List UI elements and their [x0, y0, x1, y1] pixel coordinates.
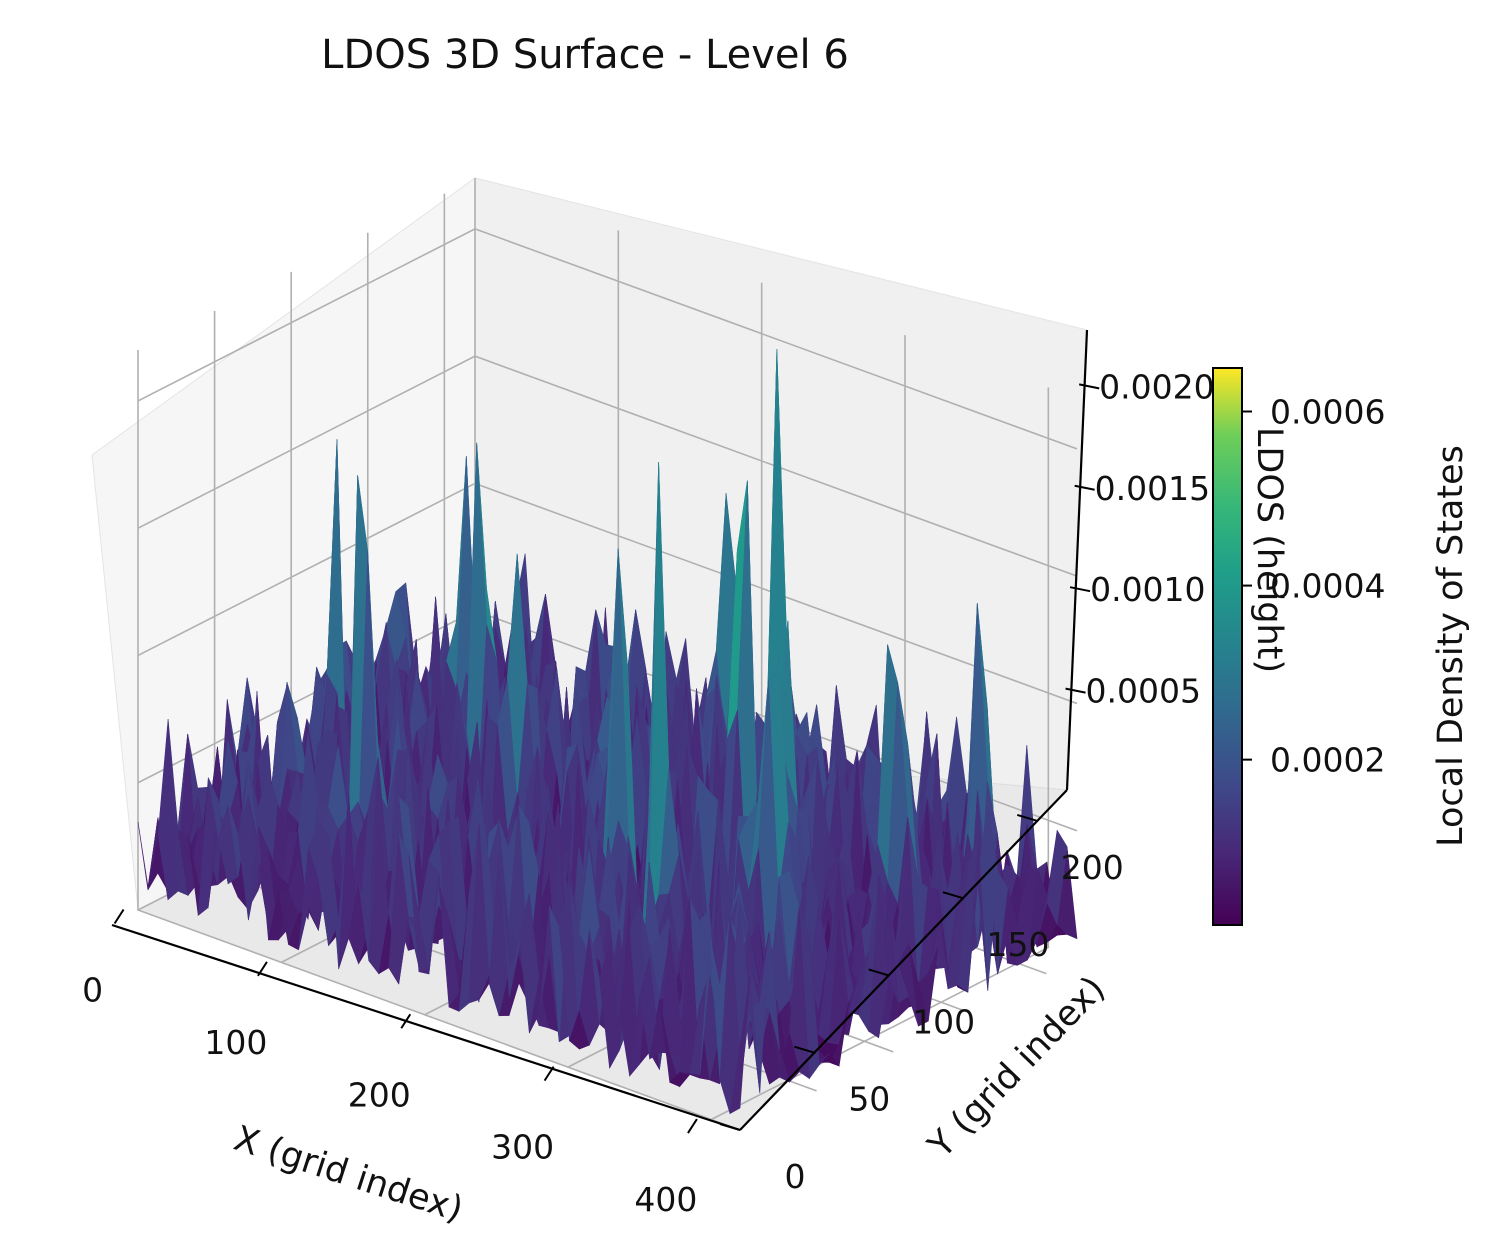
- ldos-surface: [137, 349, 1078, 1115]
- y-tick-label: 200: [1061, 848, 1124, 887]
- z-tick-label: 0.0015: [1095, 469, 1210, 508]
- x-tick-mark: [543, 1066, 555, 1082]
- x-tick-label: 300: [491, 1128, 554, 1167]
- y-axis-line: [739, 789, 1068, 1131]
- y-axis-ticks: 0 50 100 150 200: [719, 813, 1124, 1196]
- x-tick-mark: [257, 961, 268, 977]
- x-tick-label: 100: [204, 1023, 267, 1062]
- y-tick-mark: [1016, 813, 1038, 822]
- colorbar-ticks: 0.0002 0.0004 0.0006: [1242, 393, 1385, 780]
- y-tick-mark: [794, 1045, 815, 1054]
- x-axis-ticks: 0 100 200 300 400: [82, 908, 698, 1219]
- grid-line-z: [137, 355, 1078, 577]
- colorbar-tick-label: 0.0004: [1270, 567, 1385, 606]
- z-tick-mark: [1069, 586, 1091, 593]
- z-tick-label: 0.0010: [1090, 570, 1205, 609]
- x-tick-mark: [687, 1118, 698, 1134]
- z-axis-label: LDOS (height): [1249, 427, 1289, 673]
- x-tick-label: 400: [634, 1180, 697, 1219]
- y-tick-label: 0: [785, 1157, 806, 1196]
- y-tick-mark: [868, 968, 889, 977]
- colorbar-gradient: [1212, 367, 1243, 926]
- y-tick-mark: [942, 891, 964, 900]
- colorbar-tick-label: 0.0002: [1270, 741, 1385, 780]
- grid-line-z: [137, 228, 1078, 450]
- z-tick-mark: [1074, 484, 1095, 491]
- colorbar: 0.0002 0.0004 0.0006 Local Density of Stat…: [1212, 367, 1471, 926]
- z-tick-mark: [1078, 383, 1100, 390]
- chart-title: LDOS 3D Surface - Level 6: [321, 32, 849, 78]
- z-tick-label: 0.0005: [1086, 672, 1201, 711]
- y-tick-mark: [719, 1123, 741, 1131]
- colorbar-label: Local Density of States: [1431, 445, 1471, 847]
- z-axis-ticks: 0.0005 0.0010 0.0015 0.0020: [1065, 367, 1215, 711]
- x-tick-mark: [400, 1013, 412, 1029]
- grid-line-y: [137, 350, 741, 1131]
- x-tick-mark: [113, 908, 125, 925]
- grid-line-z: [137, 482, 1078, 705]
- z-tick-mark: [1065, 687, 1086, 694]
- x-axis-label: X (grid index): [229, 1119, 468, 1231]
- x-tick-label: 0: [82, 971, 103, 1010]
- surface-facet: [729, 975, 751, 1115]
- x-axis-line: [111, 923, 741, 1132]
- x-tick-label: 200: [348, 1075, 411, 1114]
- z-tick-label: 0.0020: [1099, 367, 1214, 406]
- z-axis-line: [1065, 329, 1089, 791]
- y-tick-label: 150: [986, 925, 1049, 964]
- y-tick-label: 100: [912, 1002, 975, 1041]
- colorbar-tick-label: 0.0006: [1270, 393, 1385, 432]
- y-tick-label: 50: [848, 1080, 890, 1119]
